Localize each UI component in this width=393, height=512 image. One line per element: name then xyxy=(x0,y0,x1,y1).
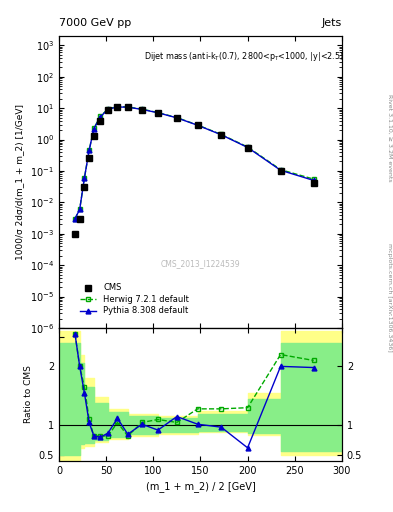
Text: mcplots.cern.ch [arXiv:1306.3436]: mcplots.cern.ch [arXiv:1306.3436] xyxy=(387,243,392,351)
Pythia 8.308 default xyxy=(92,126,96,132)
Text: 7000 GeV pp: 7000 GeV pp xyxy=(59,18,131,28)
CMS xyxy=(106,108,110,114)
Pythia 8.308 default xyxy=(115,104,120,110)
Pythia 8.308 default xyxy=(219,132,224,138)
Pythia 8.308 default xyxy=(125,104,130,110)
Herwig 7.2.1 default xyxy=(106,106,110,112)
Pythia 8.308 default xyxy=(87,147,92,154)
CMS xyxy=(219,132,224,138)
Herwig 7.2.1 default xyxy=(174,115,179,121)
Pythia 8.308 default xyxy=(73,216,77,222)
Pythia 8.308 default xyxy=(82,175,87,181)
Line: CMS: CMS xyxy=(72,104,316,237)
CMS xyxy=(82,184,87,190)
Herwig 7.2.1 default xyxy=(82,175,87,181)
Herwig 7.2.1 default xyxy=(92,125,96,131)
Pythia 8.308 default xyxy=(195,122,200,129)
Pythia 8.308 default xyxy=(311,177,316,183)
Herwig 7.2.1 default xyxy=(115,103,120,110)
Text: CMS_2013_I1224539: CMS_2013_I1224539 xyxy=(161,259,240,268)
CMS xyxy=(156,110,160,116)
Pythia 8.308 default xyxy=(174,115,179,121)
CMS xyxy=(87,155,92,161)
Herwig 7.2.1 default xyxy=(73,216,77,222)
Line: Pythia 8.308 default: Pythia 8.308 default xyxy=(73,104,316,221)
Herwig 7.2.1 default xyxy=(311,176,316,182)
Herwig 7.2.1 default xyxy=(219,132,224,138)
Herwig 7.2.1 default xyxy=(77,206,82,212)
CMS xyxy=(98,118,103,124)
CMS xyxy=(140,106,144,113)
Pythia 8.308 default xyxy=(278,167,283,174)
Text: Dijet mass (anti-k$_\mathsf{T}$(0.7), 2800<p$_\mathsf{T}$<1000, |y|<2.5): Dijet mass (anti-k$_\mathsf{T}$(0.7), 28… xyxy=(144,51,343,63)
Pythia 8.308 default xyxy=(140,106,144,113)
CMS xyxy=(245,144,250,151)
CMS xyxy=(174,115,179,121)
Herwig 7.2.1 default xyxy=(195,122,200,128)
Herwig 7.2.1 default xyxy=(278,166,283,173)
Line: Herwig 7.2.1 default: Herwig 7.2.1 default xyxy=(73,104,316,221)
Pythia 8.308 default xyxy=(77,206,82,212)
Herwig 7.2.1 default xyxy=(140,106,144,112)
CMS xyxy=(278,168,283,174)
Pythia 8.308 default xyxy=(156,110,160,116)
Herwig 7.2.1 default xyxy=(125,104,130,110)
CMS xyxy=(77,216,82,222)
CMS xyxy=(115,104,120,110)
Pythia 8.308 default xyxy=(245,144,250,151)
CMS xyxy=(195,122,200,129)
CMS xyxy=(73,231,77,237)
CMS xyxy=(125,104,130,111)
Legend: CMS, Herwig 7.2.1 default, Pythia 8.308 default: CMS, Herwig 7.2.1 default, Pythia 8.308 … xyxy=(77,281,191,318)
Herwig 7.2.1 default xyxy=(87,147,92,154)
Herwig 7.2.1 default xyxy=(156,110,160,116)
Pythia 8.308 default xyxy=(98,114,103,120)
X-axis label: (m_1 + m_2) / 2 [GeV]: (m_1 + m_2) / 2 [GeV] xyxy=(145,481,255,492)
CMS xyxy=(92,133,96,139)
Herwig 7.2.1 default xyxy=(245,144,250,150)
Y-axis label: Ratio to CMS: Ratio to CMS xyxy=(24,366,33,423)
Text: Jets: Jets xyxy=(321,18,342,28)
Text: Rivet 3.1.10, ≥ 3.2M events: Rivet 3.1.10, ≥ 3.2M events xyxy=(387,94,392,182)
Herwig 7.2.1 default xyxy=(98,113,103,119)
Y-axis label: 1000/σ 2dσ/d(m_1 + m_2) [1/GeV]: 1000/σ 2dσ/d(m_1 + m_2) [1/GeV] xyxy=(15,104,24,260)
CMS xyxy=(311,180,316,186)
Pythia 8.308 default xyxy=(106,106,110,112)
